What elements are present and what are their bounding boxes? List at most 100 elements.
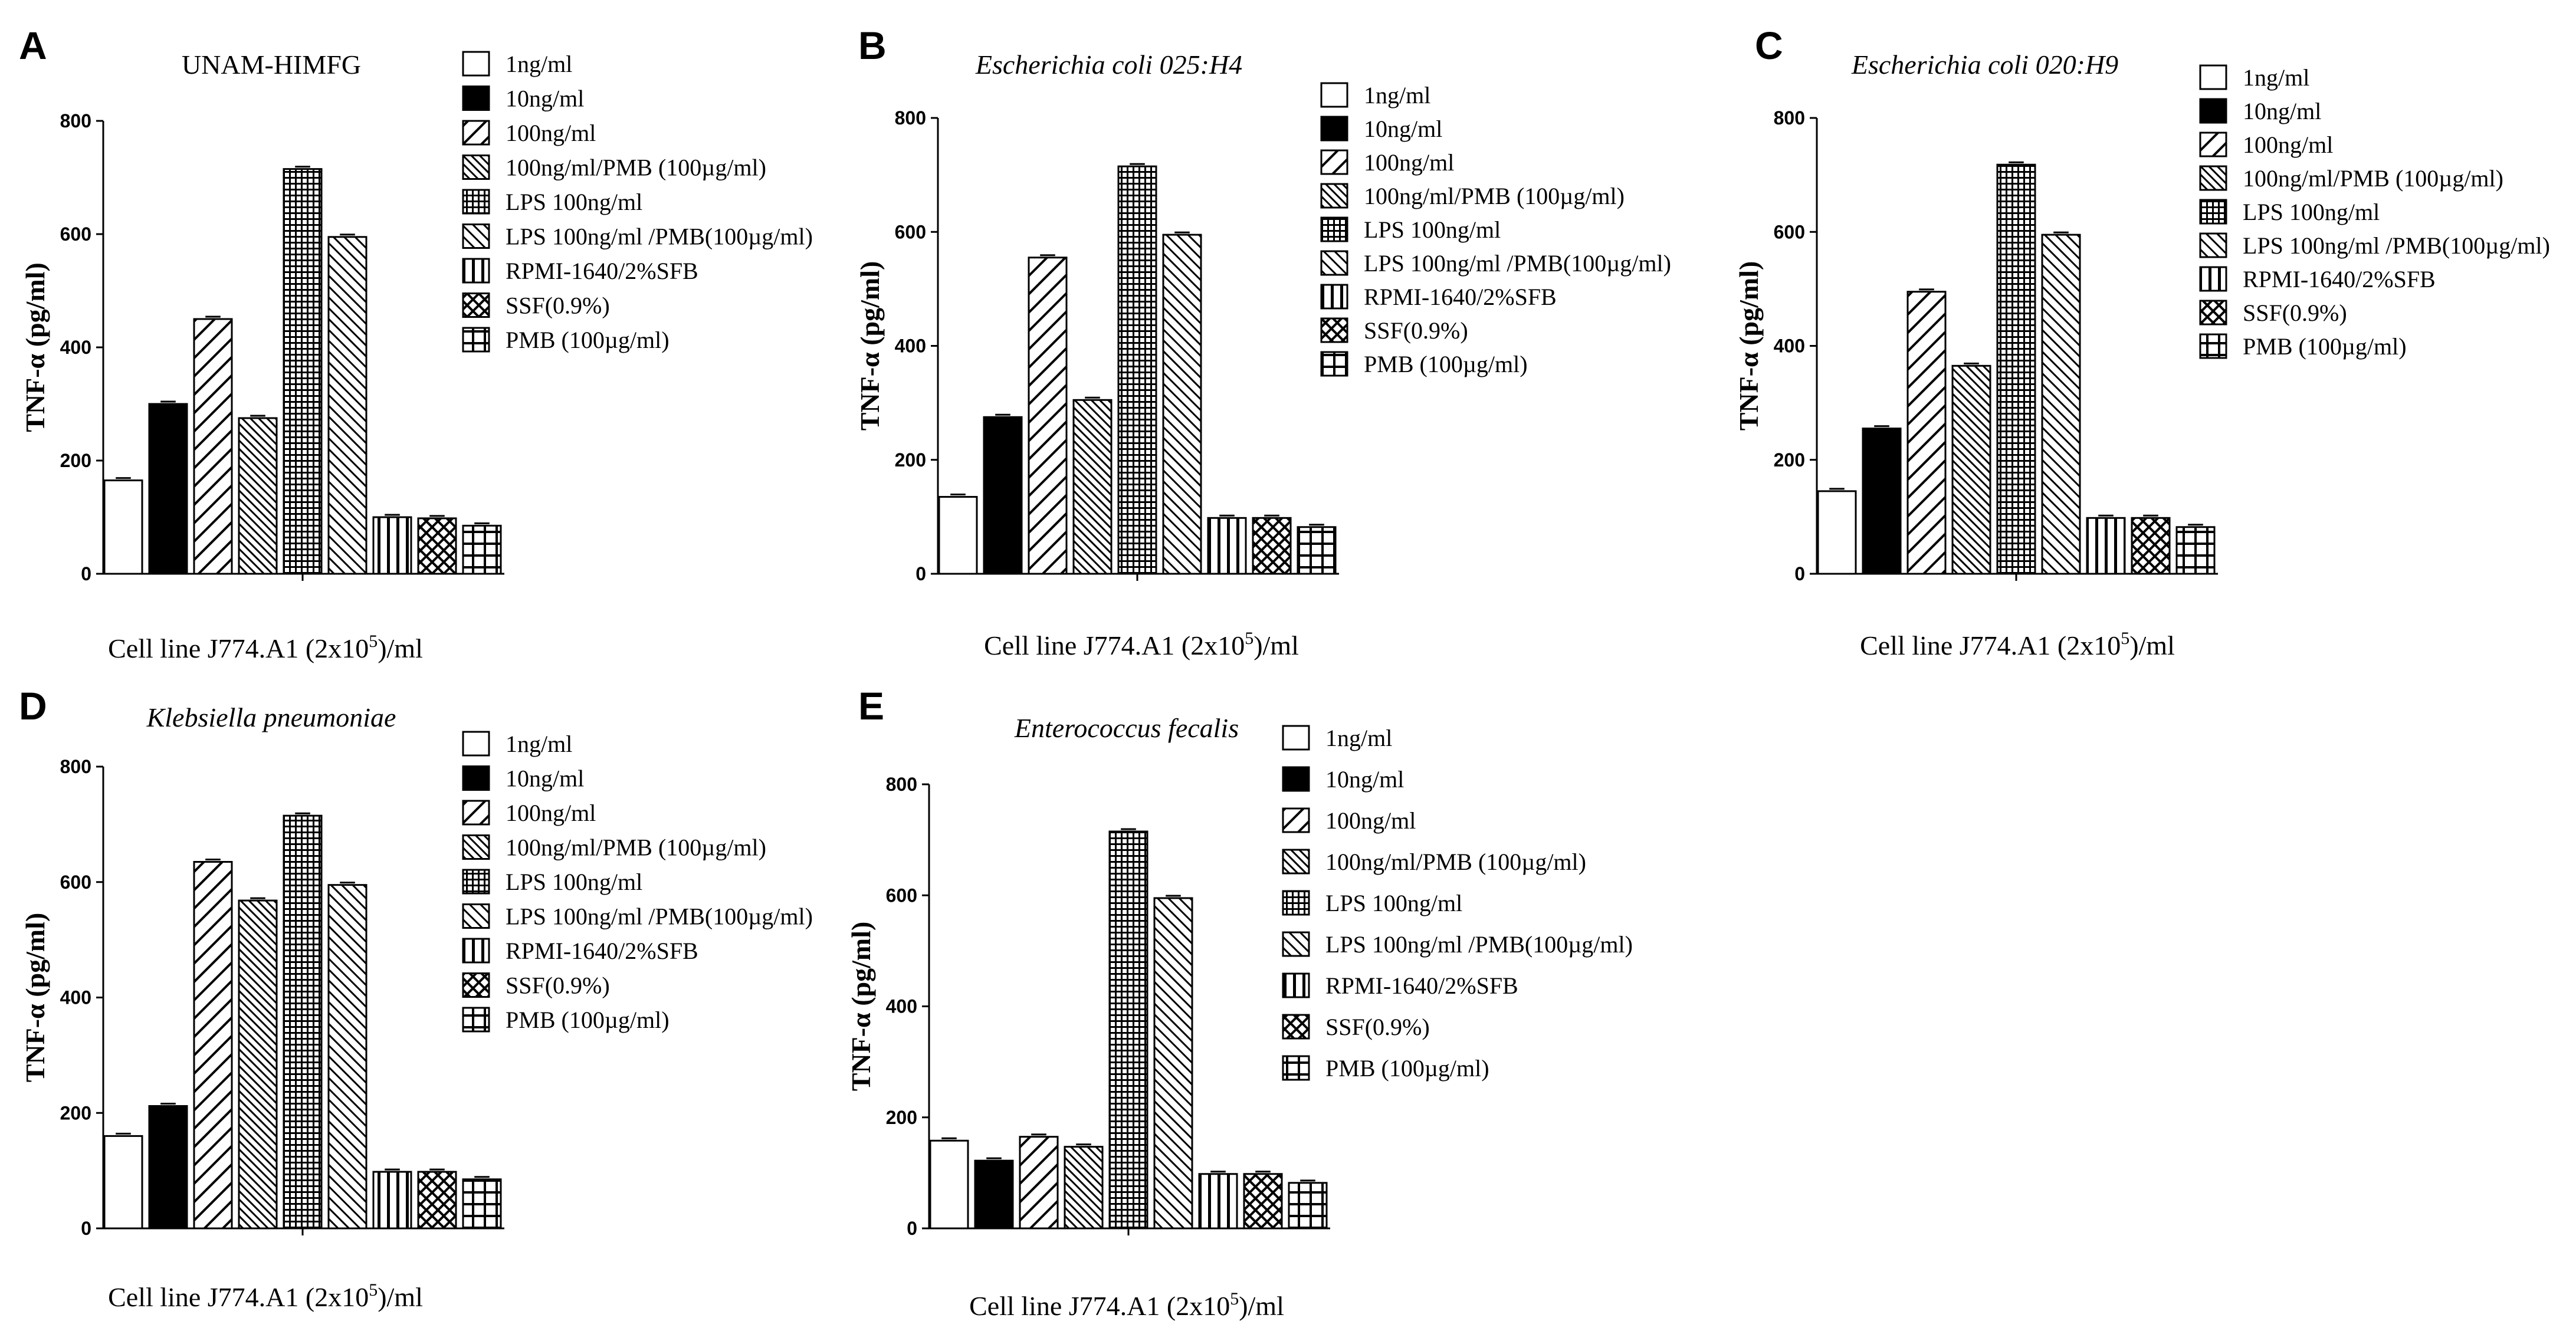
legend-swatch-1: [462, 731, 490, 757]
legend-swatch-9: [1282, 1055, 1310, 1081]
legend-swatch-8: [1282, 1014, 1310, 1040]
legend-label-5: LPS 100ng/ml: [2243, 199, 2380, 225]
legend-swatch-6: [462, 224, 490, 249]
y-tick-label: 600: [886, 885, 917, 906]
legend-label-4: 100ng/ml/PMB (100µg/ml): [506, 834, 766, 861]
x-axis-label-sup: 5: [2121, 629, 2129, 648]
bar-2: [1862, 428, 1902, 575]
legend: 1ng/ml 10ng/ml 100ng/ml 100ng/ml/PMB (100µg…: [462, 731, 813, 1033]
y-tick-label: 600: [60, 872, 91, 893]
bar-3: [193, 318, 233, 575]
bar-9: [462, 1178, 502, 1230]
y-tick-label: 400: [1774, 336, 1805, 357]
y-tick-label: 0: [915, 563, 926, 584]
bar-7: [2086, 517, 2126, 575]
bar-6: [1162, 234, 1202, 575]
bar-9: [462, 524, 502, 575]
legend-label-4: 100ng/ml/PMB (100µg/ml): [1325, 849, 1586, 875]
y-tick-label: 0: [81, 1218, 91, 1239]
bar-1: [103, 1135, 143, 1230]
chart-title: Enterococcus fecalis: [1014, 713, 1239, 743]
x-axis-label-sup: 5: [369, 1280, 378, 1300]
legend-label-7: RPMI-1640/2%SFB: [506, 258, 698, 284]
legend-label-6: LPS 100ng/ml /PMB(100µg/ml): [506, 224, 813, 250]
x-axis-label-sup: 5: [1230, 1289, 1239, 1309]
legend-swatch-8: [2199, 300, 2227, 326]
chart-title: Escherichia coli 025:H4: [975, 50, 1242, 80]
chart-panel-a: A UNAM-HIMFG 0 200 400 600 800 TNF-α (pg/ml) Cel…: [19, 24, 813, 663]
y-tick-label: 200: [60, 1102, 91, 1123]
bar-8: [417, 517, 457, 575]
legend-swatch-6: [2199, 232, 2227, 258]
legend-swatch-5: [462, 869, 490, 895]
y-tick-label: 800: [60, 756, 91, 777]
x-axis-label-tail: )/ml: [378, 633, 423, 663]
legend-swatch-1: [1320, 82, 1348, 108]
legend-swatch-1: [2199, 64, 2227, 90]
legend-swatch-2: [2199, 98, 2227, 124]
legend-swatch-3: [462, 120, 490, 146]
x-axis-label: Cell line J774.A1 (2x105)/ml: [984, 629, 1299, 660]
bar-2: [974, 1159, 1014, 1230]
bar-9: [1297, 526, 1337, 575]
legend-swatch-5: [1320, 216, 1348, 242]
legend-swatch-6: [1282, 931, 1310, 957]
legend-label-5: LPS 100ng/ml: [1325, 890, 1462, 916]
bar-3: [1019, 1136, 1059, 1230]
y-tick-label: 400: [60, 337, 91, 358]
legend-label-6: LPS 100ng/ml /PMB(100µg/ml): [506, 903, 813, 930]
legend-label-8: SSF(0.9%): [1325, 1014, 1430, 1040]
y-axis-label: TNF-α (pg/ml): [846, 922, 876, 1092]
bar-9: [2175, 526, 2216, 575]
legend-swatch-2: [1282, 766, 1310, 792]
bar-6: [1153, 897, 1193, 1230]
legend-label-3: 100ng/ml: [1364, 149, 1454, 176]
y-axis-label: TNF-α (pg/ml): [855, 261, 885, 431]
legend-label-9: PMB (100µg/ml): [506, 1007, 670, 1033]
y-tick-label: 800: [886, 774, 917, 795]
legend-swatch-4: [462, 155, 490, 180]
legend-label-9: PMB (100µg/ml): [506, 327, 670, 353]
legend-label-6: LPS 100ng/ml /PMB(100µg/ml): [1364, 250, 1671, 277]
x-axis-label-main: Cell line J774.A1 (2x10: [984, 630, 1245, 660]
y-tick-label: 200: [895, 449, 926, 471]
x-axis-label-sup: 5: [369, 632, 378, 651]
bar-5: [1117, 165, 1157, 575]
legend-label-7: RPMI-1640/2%SFB: [2243, 266, 2436, 292]
legend-swatch-9: [462, 1007, 490, 1033]
legend-label-3: 100ng/ml: [2243, 132, 2333, 158]
legend-swatch-8: [462, 292, 490, 318]
panel-letter: B: [858, 24, 887, 67]
x-axis-label-main: Cell line J774.A1 (2x10: [969, 1291, 1230, 1321]
y-tick-label: 200: [886, 1107, 917, 1128]
legend-swatch-3: [1282, 807, 1310, 833]
bar-1: [938, 496, 978, 575]
panel-letter: E: [858, 684, 884, 728]
x-axis-label: Cell line J774.A1 (2x105)/ml: [108, 632, 423, 663]
legend-swatch-2: [462, 765, 490, 791]
legend-swatch-3: [1320, 149, 1348, 175]
y-tick-label: 400: [895, 336, 926, 357]
bar-7: [1207, 517, 1247, 575]
legend-swatch-4: [2199, 165, 2227, 191]
bar-4: [238, 899, 278, 1230]
y-tick-label: 800: [895, 107, 926, 129]
y-tick-label: 600: [1774, 221, 1805, 242]
bar-5: [1996, 163, 2036, 575]
y-tick-label: 200: [1774, 449, 1805, 471]
y-axis-label: TNF-α (pg/ml): [1734, 261, 1764, 431]
bar-7: [372, 1171, 412, 1230]
panel-letter: D: [19, 684, 47, 728]
legend-swatch-8: [462, 972, 490, 998]
x-axis-label-tail: )/ml: [2129, 630, 2175, 660]
y-tick-label: 400: [60, 987, 91, 1008]
legend-label-5: LPS 100ng/ml: [506, 189, 642, 215]
legend-label-2: 10ng/ml: [506, 765, 584, 792]
bar-4: [1064, 1146, 1104, 1230]
legend-label-1: 1ng/ml: [506, 731, 572, 757]
legend: 1ng/ml 10ng/ml 100ng/ml 100ng/ml/PMB (100µg…: [2199, 64, 2550, 360]
panel-letter: C: [1755, 24, 1783, 67]
chart-title: UNAM-HIMFG: [182, 50, 361, 80]
legend-label-1: 1ng/ml: [1364, 82, 1430, 109]
bar-9: [1288, 1182, 1328, 1230]
